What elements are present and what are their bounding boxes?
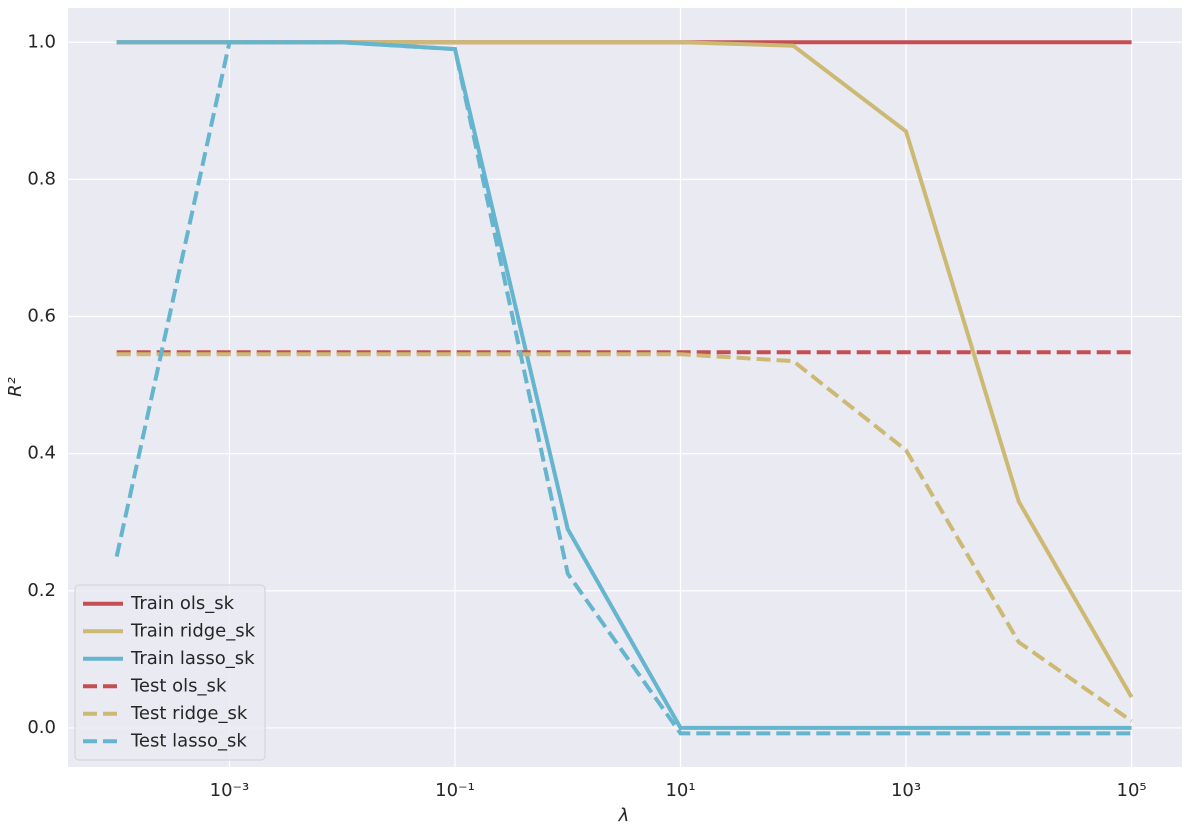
y-tick-label: 0.0 (27, 717, 56, 738)
y-tick-label: 1.0 (27, 31, 56, 52)
x-tick-label: 10⁻¹ (435, 780, 475, 801)
legend-label: Test ridge_sk (130, 703, 248, 724)
y-axis-label: R² (5, 377, 26, 397)
x-axis-label: λ (618, 805, 630, 826)
x-tick-label: 10¹ (665, 780, 695, 801)
legend-label: Test lasso_sk (130, 730, 247, 751)
x-tick-label: 10⁵ (1117, 780, 1147, 801)
series-line (116, 352, 1133, 723)
legend-label: Train ridge_sk (130, 620, 256, 641)
x-tick-label: 10³ (891, 780, 921, 801)
y-tick-label: 0.2 (27, 580, 56, 601)
y-tick-label: 0.8 (27, 168, 56, 189)
legend-box (74, 584, 266, 761)
y-tick-label: 0.6 (27, 306, 56, 327)
x-tick-label: 10⁻³ (210, 780, 250, 801)
legend-label: Train lasso_sk (130, 648, 255, 669)
legend-label: Test ols_sk (130, 675, 227, 696)
legend-label: Train ols_sk (130, 593, 235, 614)
y-tick-label: 0.4 (27, 443, 56, 464)
series-line (114, 40, 1132, 736)
